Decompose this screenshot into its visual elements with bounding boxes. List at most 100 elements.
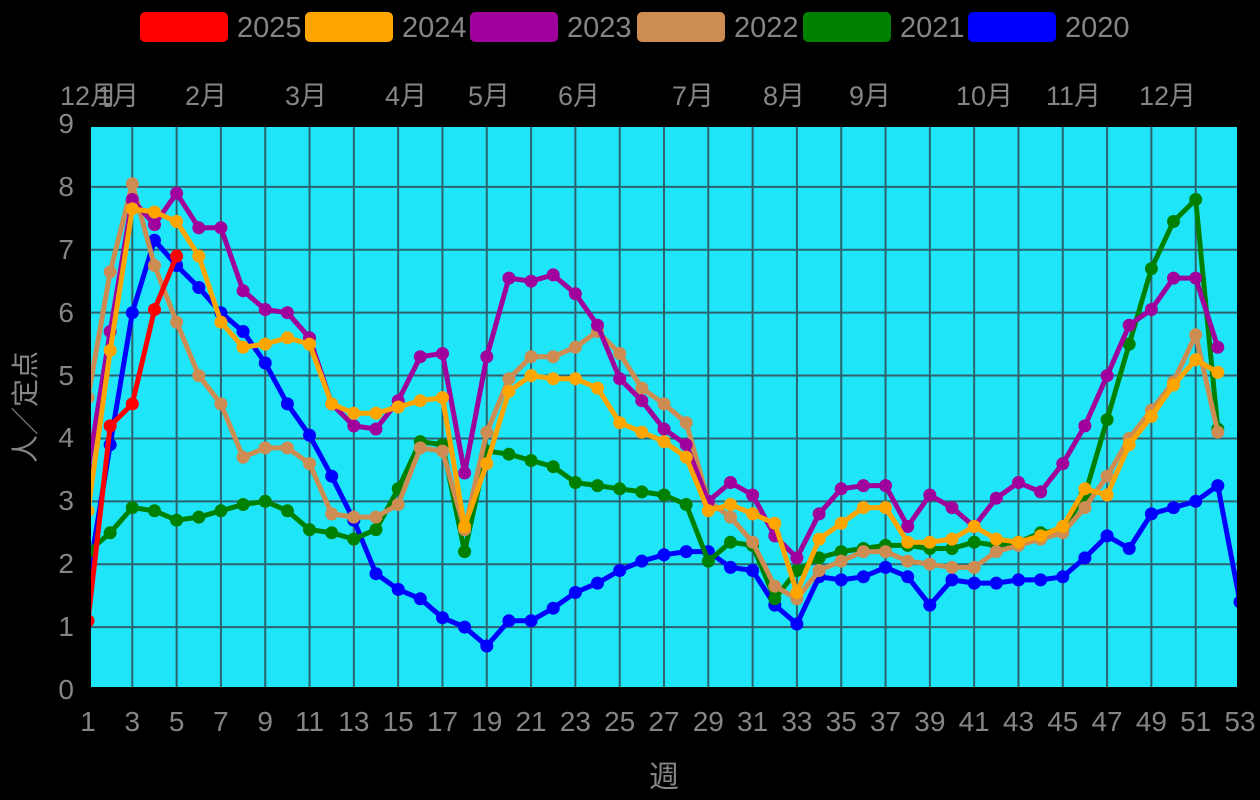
point-2022-w38 xyxy=(901,554,915,568)
point-2024-w45 xyxy=(1056,520,1070,533)
point-2022-w10 xyxy=(280,441,294,455)
point-2024-w35 xyxy=(834,516,848,530)
legend-label-2024: 2024 xyxy=(402,12,467,44)
point-2021-w21 xyxy=(524,454,538,467)
point-2024-w6 xyxy=(192,249,206,263)
point-2020-w44 xyxy=(1034,573,1048,587)
x-tick-19: 19 xyxy=(471,706,503,737)
point-2024-w23 xyxy=(568,372,582,386)
y-tick-6: 6 xyxy=(58,296,74,328)
point-2020-w49 xyxy=(1144,507,1158,521)
y-tick-4: 4 xyxy=(58,422,74,454)
point-2023-w52 xyxy=(1211,340,1225,354)
point-2023-w33 xyxy=(790,551,804,565)
legend-label-2022: 2022 xyxy=(734,12,799,44)
point-2024-w37 xyxy=(879,501,892,515)
point-2020-w3 xyxy=(125,306,139,320)
point-2023-w40 xyxy=(945,501,959,515)
point-2024-w8 xyxy=(236,340,250,354)
point-2024-w28 xyxy=(679,450,693,464)
point-2023-w22 xyxy=(546,268,560,282)
point-2020-w23 xyxy=(568,586,582,599)
point-2024-w9 xyxy=(258,337,272,351)
legend-swatch-2025 xyxy=(140,12,228,42)
x-tick-21: 21 xyxy=(515,706,547,737)
point-2021-w5 xyxy=(170,513,184,527)
point-2020-w9 xyxy=(258,356,272,370)
point-2024-w36 xyxy=(856,501,870,515)
point-2025-w4 xyxy=(148,303,161,316)
x-tick-11: 11 xyxy=(294,706,325,737)
point-2020-w45 xyxy=(1056,570,1070,584)
point-2021-w33 xyxy=(790,564,804,577)
series-2022 xyxy=(88,177,1225,606)
point-2020-w35 xyxy=(834,573,848,587)
point-2022-w8 xyxy=(236,450,250,464)
month-label-2: 2月 xyxy=(185,81,228,111)
month-label-0: 12月 xyxy=(60,81,118,111)
x-tick-39: 39 xyxy=(914,706,946,737)
point-2023-w45 xyxy=(1056,457,1070,471)
point-2020-w47 xyxy=(1100,529,1114,543)
series-2020 xyxy=(88,233,1240,653)
point-2023-w6 xyxy=(192,221,206,235)
point-2021-w13 xyxy=(347,532,361,546)
point-2024-w25 xyxy=(613,416,627,430)
point-2021-w35 xyxy=(834,545,848,559)
point-2023-w24 xyxy=(591,318,604,332)
point-2023-w16 xyxy=(413,350,427,364)
point-2021-w40 xyxy=(945,542,959,555)
point-2021-w11 xyxy=(303,523,316,537)
month-label-10: 10月 xyxy=(956,81,1014,111)
x-tick-43: 43 xyxy=(1002,706,1035,737)
x-tick-31: 31 xyxy=(737,706,769,737)
point-2023-w18 xyxy=(458,466,472,480)
legend-swatch-2021 xyxy=(803,12,891,42)
point-2023-w50 xyxy=(1167,271,1180,285)
point-2020-w4 xyxy=(148,233,161,247)
point-2021-w6 xyxy=(192,510,206,524)
plot-border xyxy=(88,124,1240,690)
x-tick-49: 49 xyxy=(1135,706,1167,737)
legend-label-2020: 2020 xyxy=(1065,12,1130,44)
y-tick-2: 2 xyxy=(58,548,74,580)
point-2020-w15 xyxy=(391,582,405,596)
y-tick-5: 5 xyxy=(58,359,74,391)
legend-label-2023: 2023 xyxy=(567,12,632,44)
point-2023-w19 xyxy=(480,350,494,364)
point-2023-w30 xyxy=(724,476,737,489)
point-2021-w9 xyxy=(258,494,272,508)
point-2020-w12 xyxy=(325,469,339,483)
legend-label-2021: 2021 xyxy=(900,12,965,44)
point-2023-w5 xyxy=(170,186,184,200)
point-2022-w20 xyxy=(502,372,516,386)
point-2020-w40 xyxy=(945,573,959,587)
point-2022-w14 xyxy=(369,510,383,524)
point-2023-w23 xyxy=(568,287,582,301)
x-tick-13: 13 xyxy=(338,706,370,737)
point-2022-w26 xyxy=(635,381,649,395)
point-2024-w42 xyxy=(989,532,1003,546)
point-2024-w32 xyxy=(768,516,782,530)
point-2021-w29 xyxy=(701,554,715,568)
point-2024-w15 xyxy=(391,400,405,414)
point-2024-w3 xyxy=(125,202,139,216)
point-2022-w35 xyxy=(834,554,848,568)
point-2022-w23 xyxy=(568,340,582,354)
point-2024-w33 xyxy=(790,586,804,599)
point-2020-w39 xyxy=(923,598,937,612)
point-2020-w14 xyxy=(369,567,383,581)
x-tick-45: 45 xyxy=(1047,706,1079,737)
month-label-3: 3月 xyxy=(285,81,328,111)
point-2020-w33 xyxy=(790,617,804,631)
point-2020-w24 xyxy=(591,576,604,590)
x-tick-51: 51 xyxy=(1180,706,1212,737)
point-2022-w7 xyxy=(214,397,228,411)
point-2020-w28 xyxy=(679,545,693,559)
legend-swatch-2023 xyxy=(470,12,558,42)
x-tick-5: 5 xyxy=(168,706,185,737)
point-2022-w36 xyxy=(856,545,870,559)
point-2020-w41 xyxy=(967,576,981,590)
point-2024-w38 xyxy=(901,535,915,549)
